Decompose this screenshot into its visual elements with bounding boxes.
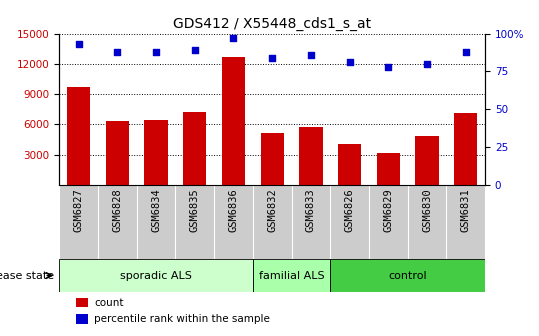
Point (190, 47, 199, 53)
Bar (416, 136, 439, 185)
Title: GDS412 / X55448_cds1_s_at: GDS412 / X55448_cds1_s_at (173, 17, 371, 31)
Point (74, 41, 83, 47)
Point (423, 61, 431, 67)
Text: sporadic ALS: sporadic ALS (120, 270, 192, 281)
Text: GSM6831: GSM6831 (461, 188, 471, 232)
Bar (330, 259, 485, 292)
Text: GSM6828: GSM6828 (112, 188, 122, 232)
Point (268, 55, 277, 60)
Point (113, 49, 122, 54)
Point (307, 52, 315, 57)
Bar (59, 259, 253, 292)
Point (152, 49, 161, 54)
Text: disease state: disease state (0, 270, 54, 281)
Text: percentile rank within the sample: percentile rank within the sample (94, 314, 270, 324)
Text: count: count (94, 298, 123, 308)
Bar (299, 127, 322, 185)
Text: GSM6829: GSM6829 (383, 188, 393, 232)
Text: GSM6827: GSM6827 (74, 188, 84, 232)
Bar (454, 113, 478, 185)
Text: GSM6830: GSM6830 (422, 188, 432, 232)
Bar (253, 259, 330, 292)
Bar (260, 133, 284, 185)
Text: GSM6832: GSM6832 (267, 188, 277, 232)
Point (384, 64, 392, 70)
Point (345, 60, 354, 65)
Text: GSM6835: GSM6835 (190, 188, 200, 232)
Bar (67, 87, 90, 185)
Text: GSM6836: GSM6836 (229, 188, 238, 232)
Text: GSM6834: GSM6834 (151, 188, 161, 232)
Bar (377, 153, 400, 185)
Text: GSM6833: GSM6833 (306, 188, 316, 232)
Point (461, 49, 470, 54)
Text: familial ALS: familial ALS (259, 270, 324, 281)
Text: control: control (389, 270, 427, 281)
Point (229, 35, 238, 41)
Bar (144, 120, 168, 185)
Bar (76, 314, 88, 324)
Bar (338, 144, 361, 185)
Bar (183, 112, 206, 185)
Bar (76, 298, 88, 307)
Bar (106, 121, 129, 185)
Bar (222, 57, 245, 185)
Text: GSM6826: GSM6826 (344, 188, 355, 232)
